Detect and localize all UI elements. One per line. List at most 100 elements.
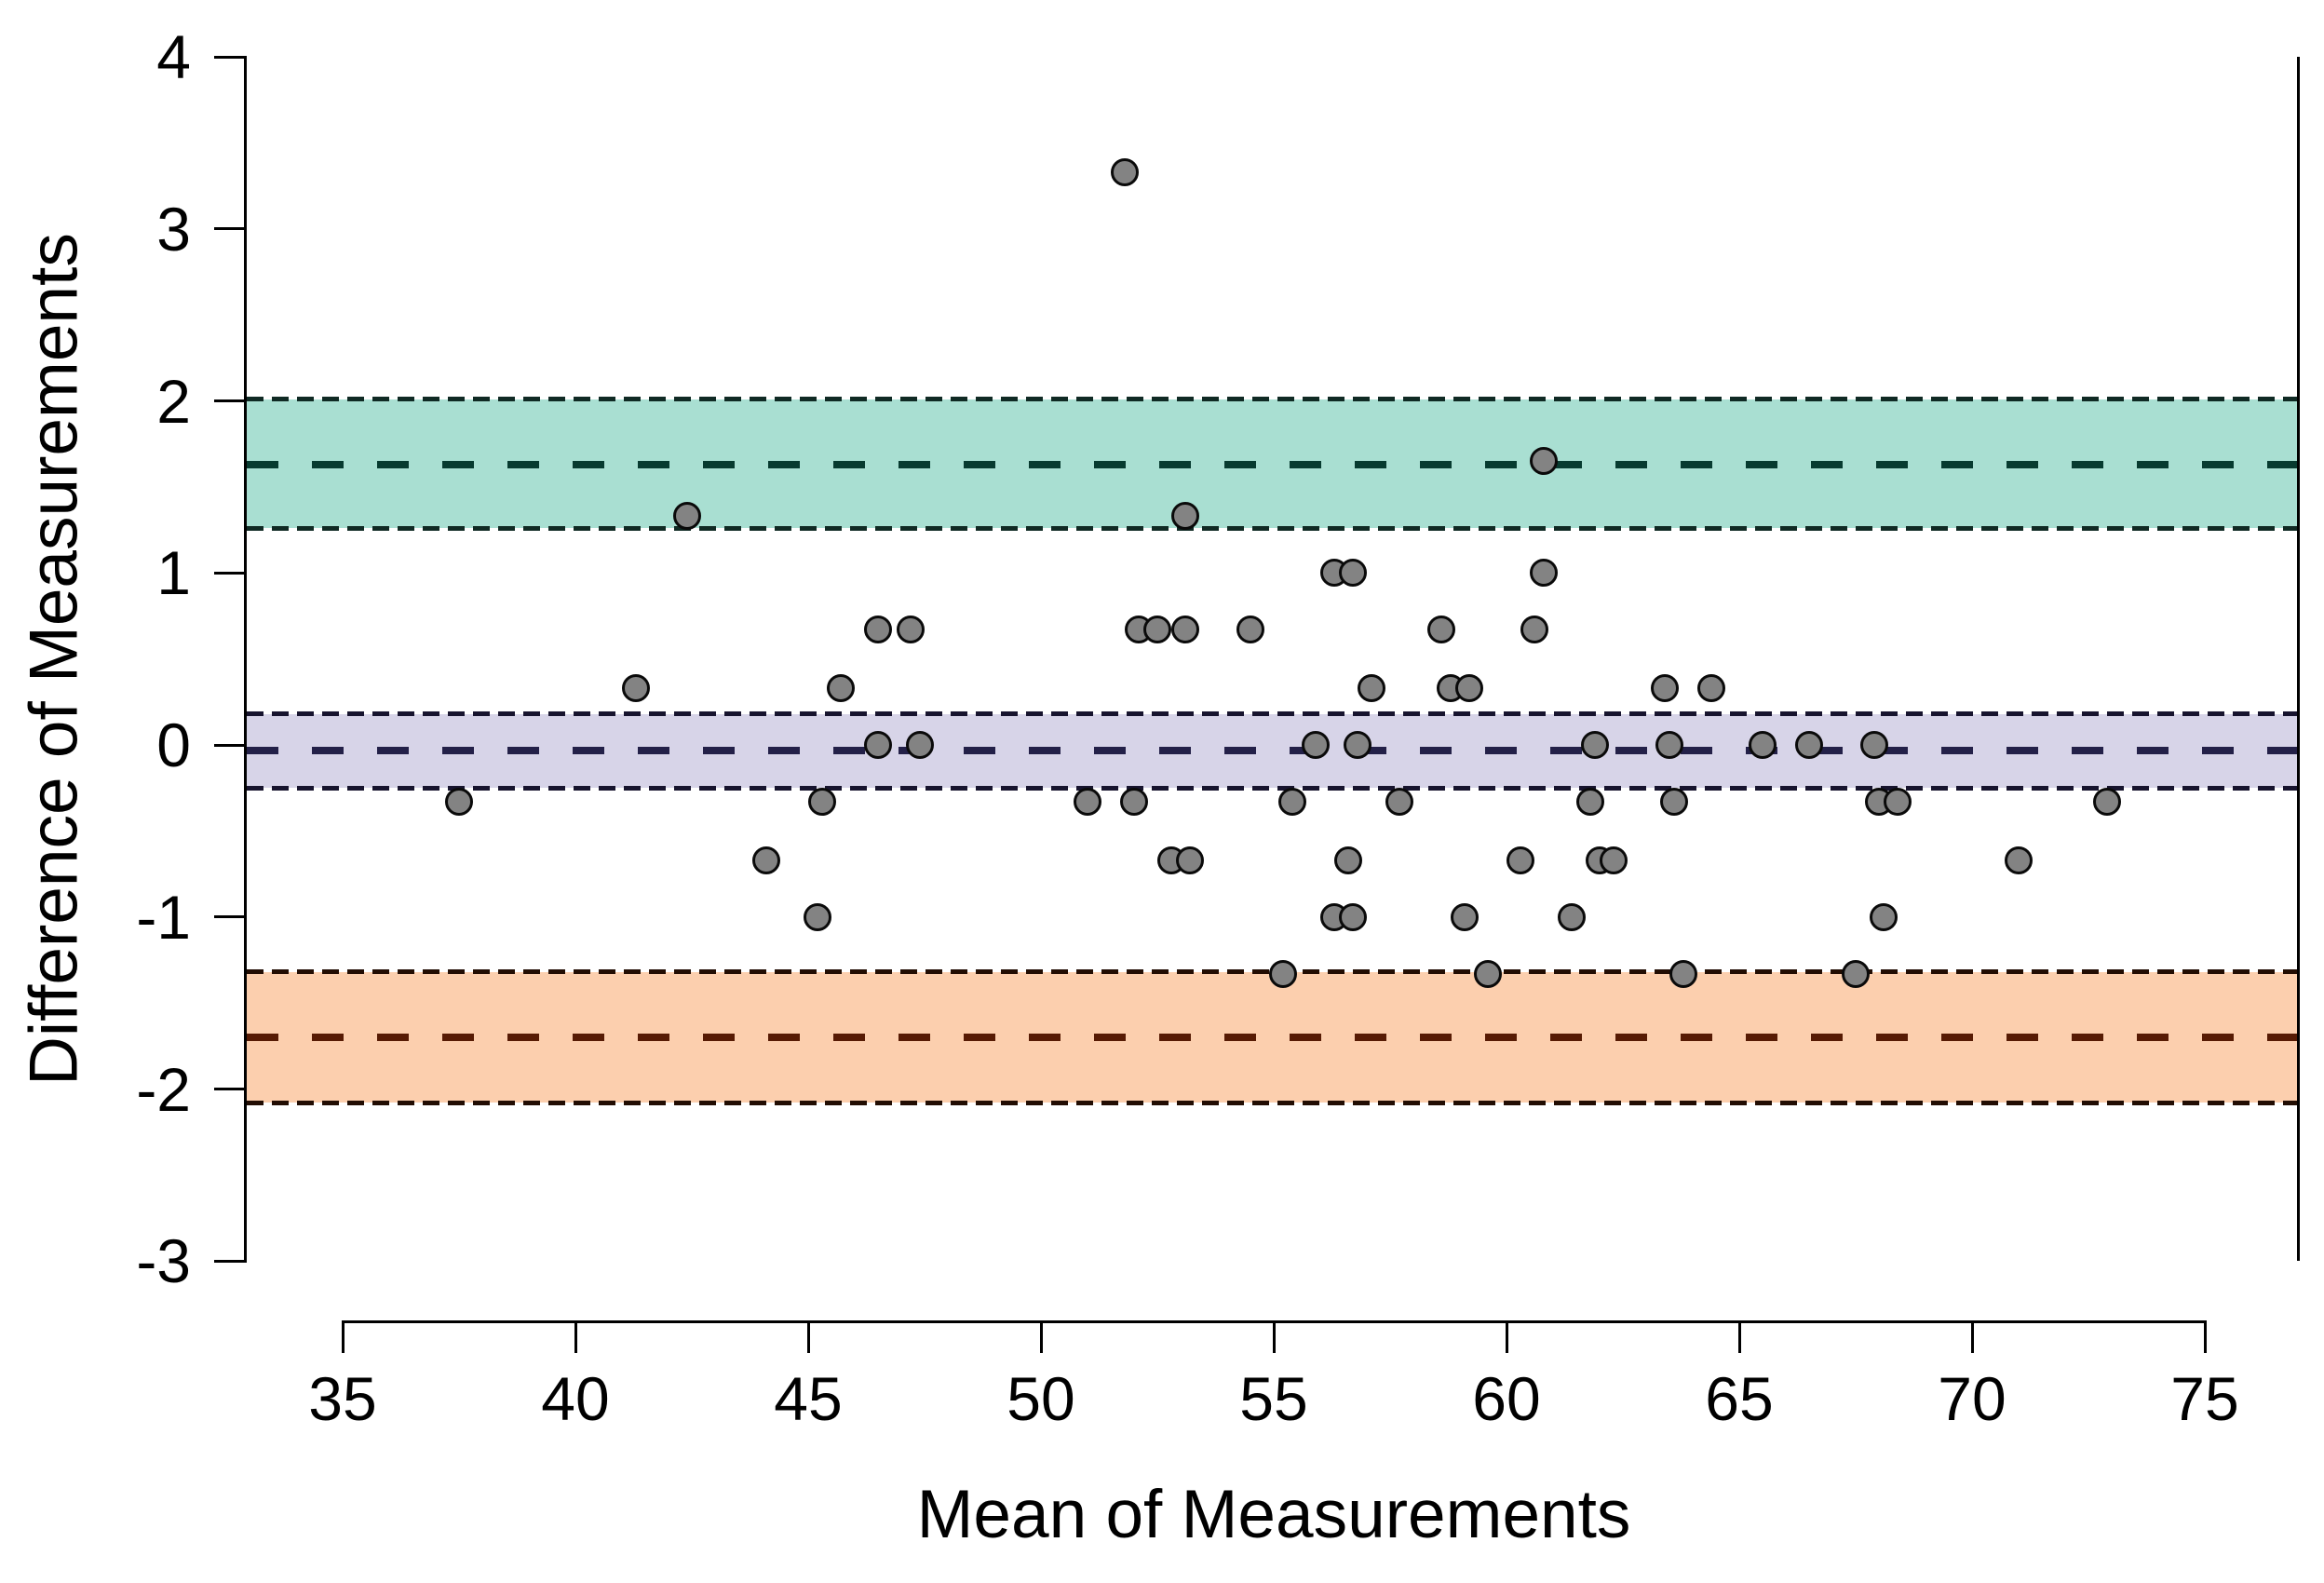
data-point (1385, 787, 1413, 816)
data-point (827, 674, 855, 703)
data-point (1600, 846, 1628, 874)
x-tick-label: 35 (308, 1364, 377, 1433)
data-point (1339, 902, 1367, 931)
mean-line (247, 746, 2298, 754)
data-point (622, 674, 650, 703)
x-tick-label: 45 (774, 1364, 843, 1433)
x-tick (1505, 1320, 1508, 1353)
data-point (1334, 846, 1362, 874)
data-point (1171, 502, 1199, 531)
data-point (1870, 902, 1898, 931)
data-point (1236, 616, 1264, 644)
data-point (1120, 787, 1148, 816)
x-tick-label: 75 (2170, 1364, 2239, 1433)
y-tick-label: 1 (156, 538, 191, 608)
data-point (1795, 731, 1823, 759)
data-point (864, 616, 892, 644)
y-tick-label: 4 (156, 22, 191, 91)
data-point (1111, 157, 1139, 186)
data-point (2005, 846, 2033, 874)
y-axis-title: Difference of Measurements (16, 233, 92, 1086)
y-tick (214, 227, 247, 231)
y-tick (214, 1088, 247, 1090)
data-point (1474, 959, 1502, 988)
data-point (1427, 616, 1455, 644)
data-point (1669, 959, 1697, 988)
data-point (1530, 447, 1558, 476)
y-tick (214, 399, 247, 402)
data-point (1697, 674, 1725, 703)
data-point (804, 902, 831, 931)
x-tick (574, 1320, 577, 1353)
data-point (897, 616, 925, 644)
data-point (1507, 846, 1534, 874)
x-tick (2203, 1320, 2207, 1353)
data-point (1655, 731, 1683, 759)
data-point (1842, 959, 1870, 988)
data-point (1455, 674, 1483, 703)
ci-border-upper_loa (247, 525, 2298, 531)
data-point (1278, 787, 1306, 816)
data-point (906, 731, 934, 759)
x-tick-label: 70 (1938, 1364, 2006, 1433)
data-point (1269, 959, 1297, 988)
x-tick (1970, 1320, 1974, 1353)
x-tick (341, 1320, 345, 1353)
x-tick (1272, 1320, 1276, 1353)
y-tick-label: -1 (136, 882, 191, 952)
x-tick (806, 1320, 810, 1353)
y-tick-label: 2 (156, 366, 191, 436)
data-point (1344, 731, 1371, 759)
data-point (1339, 559, 1367, 588)
data-point (1176, 846, 1204, 874)
x-tick-label: 65 (1705, 1364, 1774, 1433)
data-point (808, 787, 836, 816)
plot-right-border (2297, 57, 2300, 1262)
data-point (1171, 616, 1199, 644)
x-tick-label: 55 (1239, 1364, 1308, 1433)
data-point (1558, 902, 1586, 931)
data-point (1651, 674, 1679, 703)
data-point (1884, 787, 1912, 816)
lower_loa-line (247, 1034, 2298, 1042)
x-tick (1039, 1320, 1043, 1353)
y-tick-label: -3 (136, 1226, 191, 1296)
data-point (1749, 731, 1777, 759)
y-tick (214, 1259, 247, 1263)
y-tick (214, 55, 247, 59)
upper_loa-line (247, 460, 2298, 468)
data-point (1530, 559, 1558, 588)
x-tick (1737, 1320, 1741, 1353)
ci-border-lower_loa (247, 1100, 2298, 1105)
data-point (752, 846, 780, 874)
data-point (1143, 616, 1171, 644)
y-tick-label: 3 (156, 194, 191, 264)
data-point (1576, 787, 1604, 816)
y-tick-label: 0 (156, 710, 191, 779)
data-point (1358, 674, 1385, 703)
data-point (1302, 731, 1330, 759)
data-point (864, 731, 892, 759)
data-point (1860, 731, 1888, 759)
data-point (1660, 787, 1688, 816)
x-tick-label: 50 (1007, 1364, 1075, 1433)
ci-border-upper_loa (247, 397, 2298, 402)
data-point (1520, 616, 1548, 644)
ci-border-mean (247, 785, 2298, 791)
data-point (2093, 787, 2121, 816)
x-tick-label: 40 (541, 1364, 610, 1433)
y-axis-line (244, 57, 247, 1262)
ci-border-mean (247, 711, 2298, 717)
data-point (1581, 731, 1609, 759)
y-tick (214, 743, 247, 747)
data-point (445, 787, 473, 816)
data-point (1451, 902, 1479, 931)
y-tick-label: -2 (136, 1054, 191, 1124)
data-point (1074, 787, 1101, 816)
x-axis-title: Mean of Measurements (916, 1477, 1631, 1552)
y-tick (214, 571, 247, 575)
x-tick-label: 60 (1472, 1364, 1541, 1433)
y-tick (214, 915, 247, 919)
data-point (673, 502, 701, 531)
